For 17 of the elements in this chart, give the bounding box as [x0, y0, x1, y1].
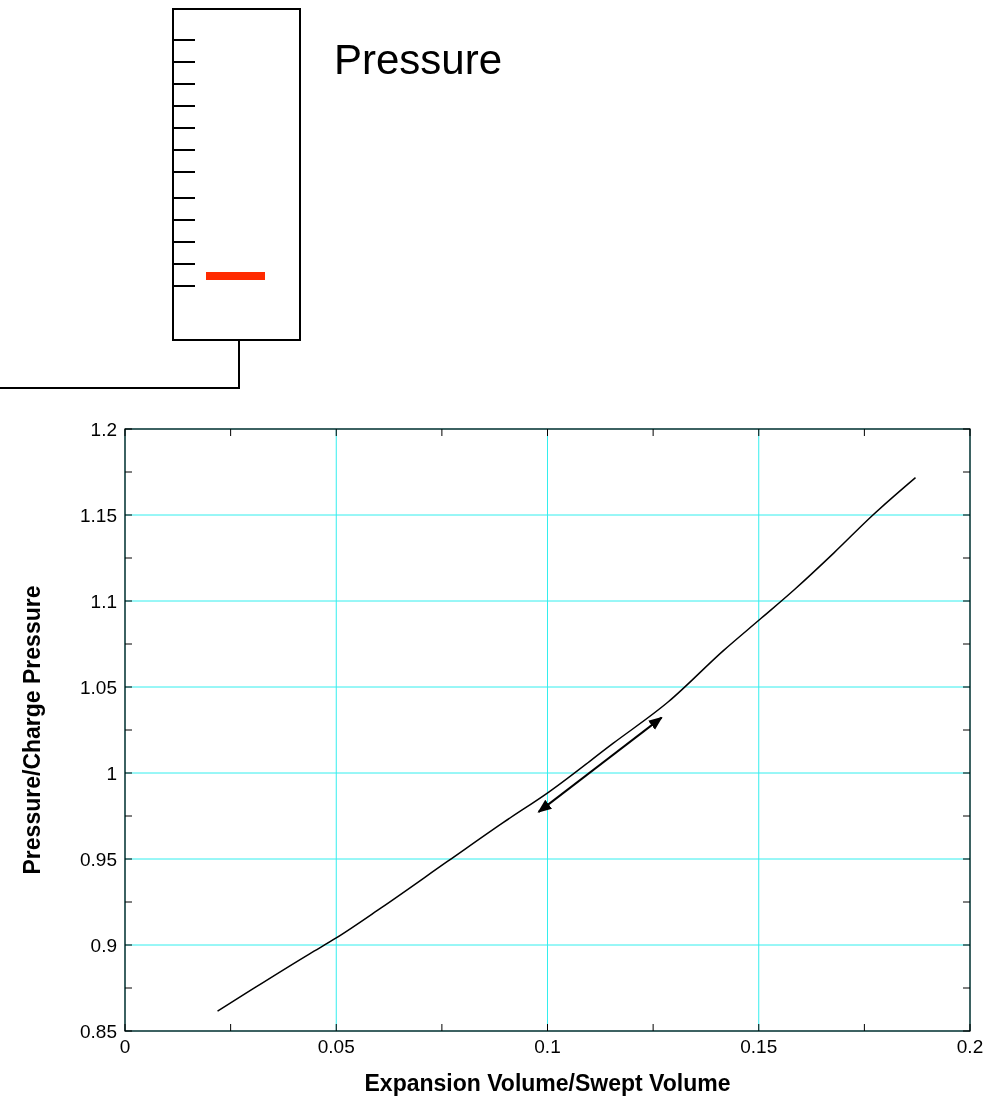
x-tick-label: 0.15	[740, 1036, 778, 1057]
y-tick-label: 0.9	[90, 934, 117, 956]
text: Pressure	[334, 36, 503, 83]
y-tick-label: 1	[106, 762, 117, 784]
x-tick-label: 0.05	[317, 1036, 355, 1057]
x-tick-label: 0.2	[956, 1036, 984, 1057]
y-tick-label: 0.95	[80, 848, 117, 870]
y-axis-title: Pressure/Charge Pressure	[19, 585, 45, 875]
y-tick-label: 1.15	[80, 504, 117, 526]
y-tick-label: 1.05	[80, 676, 117, 698]
x-axis-title: Expansion Volume/Swept Volume	[364, 1070, 731, 1096]
y-tick-label: 1.2	[90, 418, 117, 440]
y-tick-label: 1.1	[90, 590, 117, 612]
y-tick-label: 0.85	[80, 1020, 117, 1042]
x-tick-label: 0.1	[534, 1036, 561, 1057]
x-tick-label: 0	[119, 1036, 131, 1057]
line-series	[216, 476, 917, 1012]
